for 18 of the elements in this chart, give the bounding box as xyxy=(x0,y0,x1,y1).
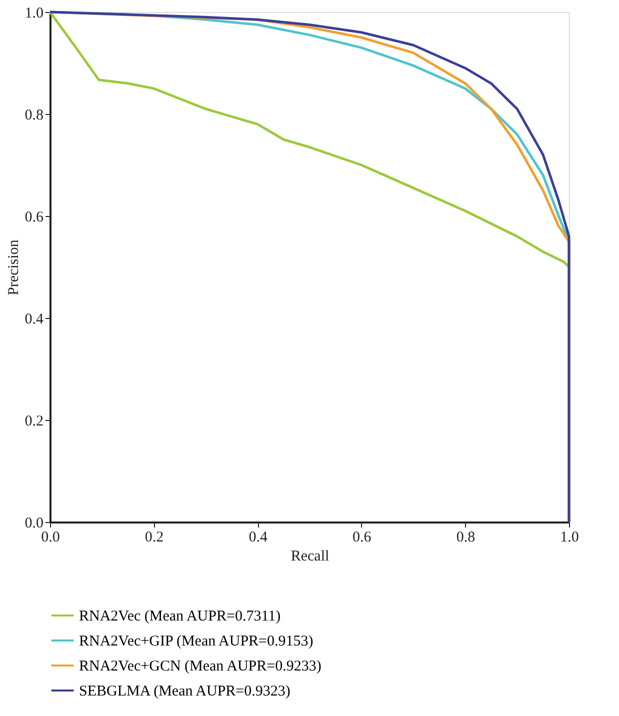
y-tick-label: 0.2 xyxy=(24,414,44,430)
y-tick-label: 0.4 xyxy=(24,312,44,328)
x-axis-title: Recall xyxy=(290,548,330,564)
legend-label: RNA2Vec+GIP (Mean AUPR=0.9153) xyxy=(79,634,314,650)
legend-label: SEBGLMA (Mean AUPR=0.9323) xyxy=(79,684,290,700)
x-tick-label: 0.6 xyxy=(352,530,372,546)
y-tick-label: 0.8 xyxy=(24,108,44,124)
x-tick-label: 0.8 xyxy=(456,530,476,546)
x-tick-label: 0.0 xyxy=(41,530,60,546)
x-tick-label: 0.4 xyxy=(248,530,268,546)
legend-label: RNA2Vec+GCN (Mean AUPR=0.9233) xyxy=(79,658,322,674)
x-tick-label: 1.0 xyxy=(560,530,579,546)
y-tick-label: 0.0 xyxy=(24,516,44,532)
x-tick-label: 0.2 xyxy=(144,530,164,546)
legend-label: RNA2Vec (Mean AUPR=0.7311) xyxy=(79,608,281,624)
y-tick-label: 1.0 xyxy=(24,6,44,22)
y-axis-title: Precision xyxy=(6,239,22,296)
y-tick-label: 0.6 xyxy=(24,210,44,226)
